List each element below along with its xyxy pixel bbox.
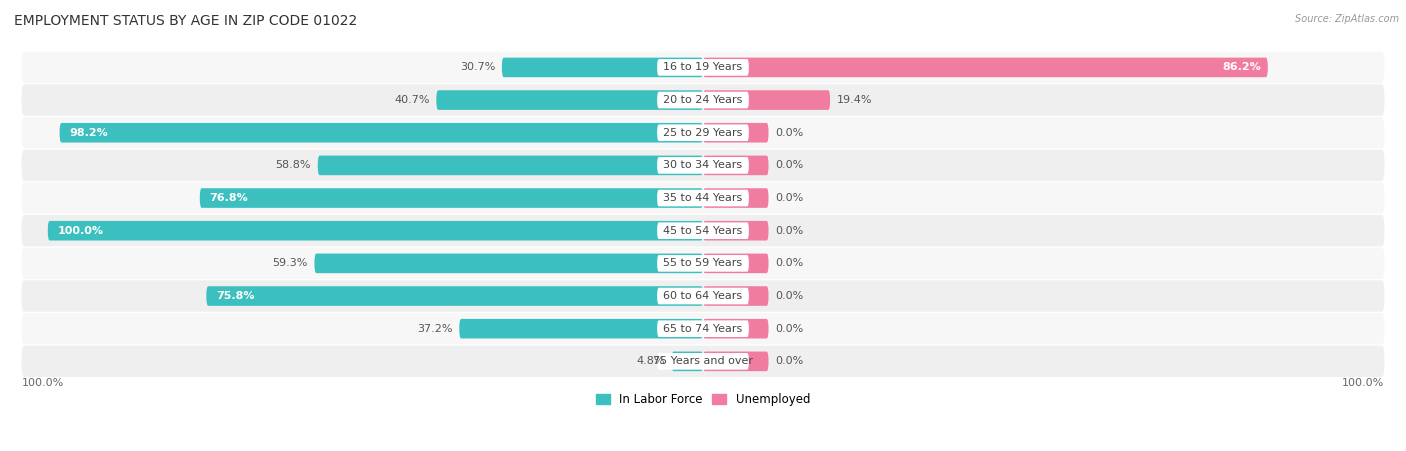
FancyBboxPatch shape [200, 188, 703, 208]
FancyBboxPatch shape [703, 319, 769, 339]
Legend: In Labor Force, Unemployed: In Labor Force, Unemployed [591, 388, 815, 411]
FancyBboxPatch shape [657, 157, 749, 174]
Text: 100.0%: 100.0% [21, 378, 63, 388]
FancyBboxPatch shape [657, 222, 749, 239]
Text: 40.7%: 40.7% [394, 95, 430, 105]
Text: 45 to 54 Years: 45 to 54 Years [664, 226, 742, 236]
Text: 75.8%: 75.8% [217, 291, 254, 301]
Text: 0.0%: 0.0% [775, 258, 803, 268]
Text: 30.7%: 30.7% [460, 62, 495, 73]
FancyBboxPatch shape [21, 281, 1385, 312]
FancyBboxPatch shape [21, 182, 1385, 214]
FancyBboxPatch shape [21, 52, 1385, 83]
FancyBboxPatch shape [436, 90, 703, 110]
FancyBboxPatch shape [21, 313, 1385, 345]
Text: 65 to 74 Years: 65 to 74 Years [664, 324, 742, 334]
FancyBboxPatch shape [502, 58, 703, 77]
FancyBboxPatch shape [48, 221, 703, 240]
FancyBboxPatch shape [657, 288, 749, 304]
Text: 0.0%: 0.0% [775, 356, 803, 366]
FancyBboxPatch shape [21, 345, 1385, 377]
FancyBboxPatch shape [318, 156, 703, 175]
Text: 19.4%: 19.4% [837, 95, 872, 105]
Text: EMPLOYMENT STATUS BY AGE IN ZIP CODE 01022: EMPLOYMENT STATUS BY AGE IN ZIP CODE 010… [14, 14, 357, 28]
Text: 0.0%: 0.0% [775, 128, 803, 138]
Text: 100.0%: 100.0% [1343, 378, 1385, 388]
Text: 60 to 64 Years: 60 to 64 Years [664, 291, 742, 301]
Text: 0.0%: 0.0% [775, 226, 803, 236]
FancyBboxPatch shape [657, 320, 749, 337]
Text: 16 to 19 Years: 16 to 19 Years [664, 62, 742, 73]
FancyBboxPatch shape [21, 117, 1385, 148]
FancyBboxPatch shape [657, 124, 749, 141]
FancyBboxPatch shape [703, 253, 769, 273]
FancyBboxPatch shape [315, 253, 703, 273]
FancyBboxPatch shape [657, 353, 749, 370]
FancyBboxPatch shape [460, 319, 703, 339]
Text: 0.0%: 0.0% [775, 161, 803, 170]
FancyBboxPatch shape [657, 92, 749, 108]
Text: 86.2%: 86.2% [1222, 62, 1261, 73]
FancyBboxPatch shape [207, 286, 703, 306]
FancyBboxPatch shape [703, 351, 769, 371]
Text: 59.3%: 59.3% [273, 258, 308, 268]
Text: 4.8%: 4.8% [637, 356, 665, 366]
Text: 75 Years and over: 75 Years and over [652, 356, 754, 366]
Text: 100.0%: 100.0% [58, 226, 104, 236]
Text: 37.2%: 37.2% [418, 324, 453, 334]
Text: 20 to 24 Years: 20 to 24 Years [664, 95, 742, 105]
Text: Source: ZipAtlas.com: Source: ZipAtlas.com [1295, 14, 1399, 23]
FancyBboxPatch shape [703, 123, 769, 143]
Text: 98.2%: 98.2% [69, 128, 108, 138]
Text: 58.8%: 58.8% [276, 161, 311, 170]
FancyBboxPatch shape [703, 156, 769, 175]
FancyBboxPatch shape [703, 90, 830, 110]
Text: 35 to 44 Years: 35 to 44 Years [664, 193, 742, 203]
FancyBboxPatch shape [657, 190, 749, 207]
FancyBboxPatch shape [657, 255, 749, 272]
Text: 0.0%: 0.0% [775, 193, 803, 203]
FancyBboxPatch shape [657, 59, 749, 76]
FancyBboxPatch shape [703, 286, 769, 306]
Text: 76.8%: 76.8% [209, 193, 249, 203]
FancyBboxPatch shape [672, 351, 703, 371]
FancyBboxPatch shape [703, 58, 1268, 77]
FancyBboxPatch shape [703, 221, 769, 240]
FancyBboxPatch shape [59, 123, 703, 143]
Text: 55 to 59 Years: 55 to 59 Years [664, 258, 742, 268]
Text: 0.0%: 0.0% [775, 291, 803, 301]
FancyBboxPatch shape [21, 215, 1385, 246]
FancyBboxPatch shape [21, 150, 1385, 181]
FancyBboxPatch shape [21, 84, 1385, 116]
Text: 25 to 29 Years: 25 to 29 Years [664, 128, 742, 138]
Text: 0.0%: 0.0% [775, 324, 803, 334]
Text: 30 to 34 Years: 30 to 34 Years [664, 161, 742, 170]
FancyBboxPatch shape [703, 188, 769, 208]
FancyBboxPatch shape [21, 248, 1385, 279]
